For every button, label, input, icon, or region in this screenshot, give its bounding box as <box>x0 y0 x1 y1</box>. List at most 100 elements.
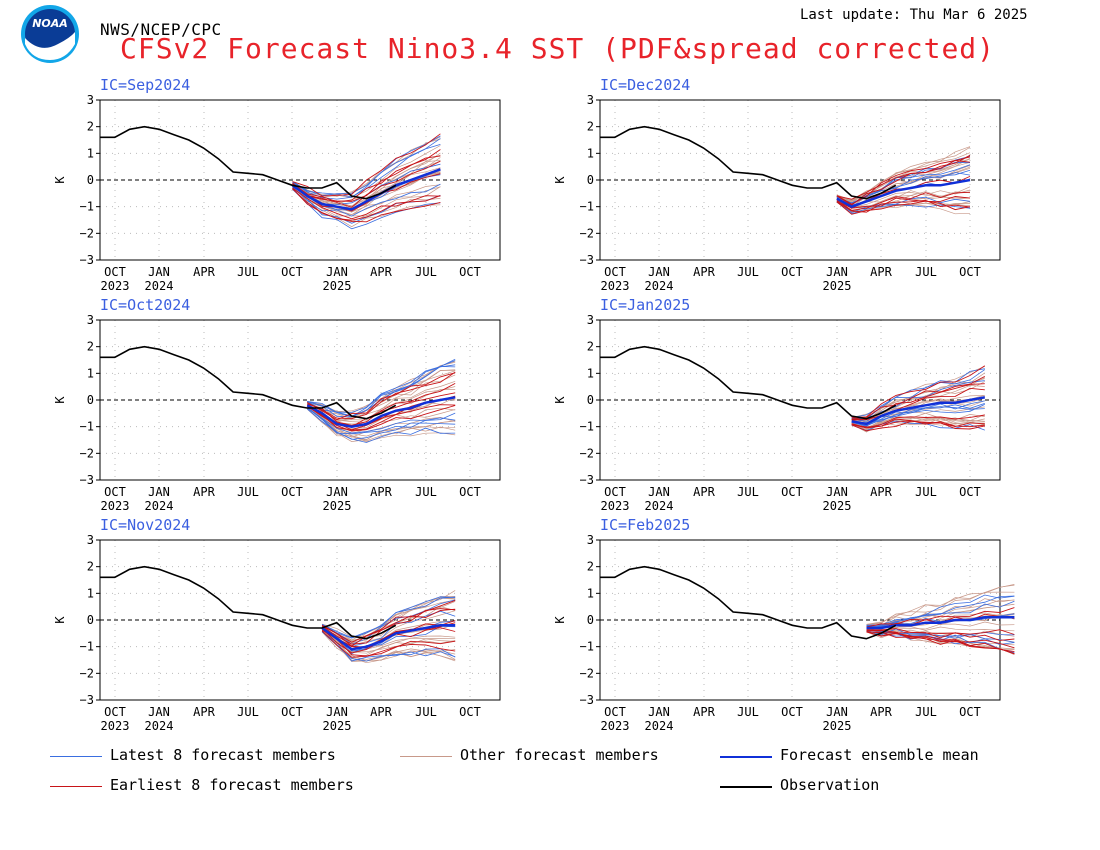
x-year-label: 2023 <box>101 279 130 293</box>
y-tick-label: −1 <box>580 420 594 434</box>
earliest-member <box>836 191 971 211</box>
earliest-member <box>836 160 971 200</box>
y-tick-label: 1 <box>87 366 94 380</box>
x-tick-label: OCT <box>104 265 126 279</box>
latest-member <box>866 594 1015 626</box>
x-tick-label: JUL <box>915 705 937 719</box>
x-tick-label: JUL <box>415 705 437 719</box>
latest-member <box>307 364 456 418</box>
earliest-member <box>292 133 441 197</box>
x-tick-label: APR <box>370 705 392 719</box>
x-year-label: 2023 <box>601 499 630 513</box>
x-tick-label: OCT <box>604 265 626 279</box>
y-tick-label: 1 <box>87 586 94 600</box>
earliest-member <box>851 376 986 420</box>
latest-member <box>321 596 456 639</box>
y-tick-label: 3 <box>587 533 594 547</box>
latest-member <box>321 599 456 645</box>
observation-line <box>600 125 897 200</box>
x-tick-label: OCT <box>459 485 481 499</box>
y-axis-label: K <box>553 396 567 404</box>
x-tick-label: APR <box>693 705 715 719</box>
x-tick-label: JUL <box>237 485 259 499</box>
y-tick-label: 3 <box>587 313 594 327</box>
x-tick-label: JUL <box>237 705 259 719</box>
x-tick-label: OCT <box>959 485 981 499</box>
y-tick-label: −2 <box>80 446 94 460</box>
observation-line <box>100 345 397 420</box>
earliest-member <box>836 199 971 213</box>
other-member <box>292 186 441 217</box>
ic-label: IC=Nov2024 <box>100 516 190 534</box>
x-year-label: 2025 <box>323 279 352 293</box>
x-tick-label: APR <box>870 265 892 279</box>
x-tick-label: JAN <box>648 485 670 499</box>
ensemble-mean-line <box>866 616 1015 630</box>
x-tick-label: JAN <box>326 705 348 719</box>
earliest-member <box>851 387 985 421</box>
x-tick-label: JAN <box>148 485 170 499</box>
observation-line <box>100 565 397 640</box>
x-tick-label: JUL <box>415 485 437 499</box>
x-tick-label: OCT <box>281 705 303 719</box>
earliest-member <box>292 187 441 220</box>
y-tick-label: −1 <box>580 640 594 654</box>
earliest-member <box>307 372 456 421</box>
other-member <box>321 590 456 638</box>
x-year-label: 2024 <box>645 499 674 513</box>
x-tick-label: OCT <box>959 265 981 279</box>
other-member <box>307 408 456 442</box>
x-tick-label: APR <box>870 705 892 719</box>
x-year-label: 2025 <box>823 499 852 513</box>
y-axis-label: K <box>553 176 567 184</box>
latest-member <box>307 366 456 417</box>
earliest-member <box>866 628 1015 635</box>
y-tick-label: 3 <box>587 93 594 107</box>
x-tick-label: APR <box>870 485 892 499</box>
ic-label: IC=Jan2025 <box>600 296 690 314</box>
x-tick-label: APR <box>193 265 215 279</box>
y-tick-label: −2 <box>580 446 594 460</box>
y-axis-label: K <box>53 616 67 624</box>
y-tick-label: −2 <box>580 666 594 680</box>
page-title: CFSv2 Forecast Nino3.4 SST (PDF&spread c… <box>120 32 996 65</box>
x-tick-label: OCT <box>104 485 126 499</box>
earliest-member <box>307 404 456 431</box>
x-tick-label: JAN <box>826 265 848 279</box>
y-tick-label: −1 <box>580 200 594 214</box>
logo-text: NOAA <box>32 17 68 30</box>
earliest-member <box>851 420 985 428</box>
other-member <box>307 369 456 417</box>
legend-swatch-observation <box>720 786 772 788</box>
other-member <box>836 202 971 215</box>
ic-label: IC=Feb2025 <box>600 516 690 534</box>
y-tick-label: −3 <box>80 693 94 707</box>
y-tick-label: 1 <box>587 146 594 160</box>
x-tick-label: JUL <box>237 265 259 279</box>
last-update: Last update: Thu Mar 6 2025 <box>800 7 1028 23</box>
earliest-member <box>321 599 456 643</box>
y-tick-label: 2 <box>87 120 94 134</box>
earliest-member <box>307 405 456 432</box>
legend-swatch-mean <box>720 756 772 758</box>
x-tick-label: OCT <box>281 485 303 499</box>
y-tick-label: 1 <box>87 146 94 160</box>
x-year-label: 2024 <box>145 279 174 293</box>
earliest-member <box>307 383 456 426</box>
ic-label: IC=Oct2024 <box>100 296 190 314</box>
x-year-label: 2023 <box>101 719 130 733</box>
x-tick-label: APR <box>193 485 215 499</box>
ensemble-mean-line <box>321 624 456 651</box>
legend-swatch-latest <box>50 756 102 757</box>
earliest-member <box>866 607 1015 628</box>
observation-line <box>600 565 897 640</box>
earliest-member <box>866 631 1015 649</box>
latest-member <box>307 407 456 440</box>
legend-label-observation: Observation <box>780 776 880 794</box>
legend-label-other: Other forecast members <box>460 746 659 764</box>
x-tick-label: JUL <box>737 705 759 719</box>
